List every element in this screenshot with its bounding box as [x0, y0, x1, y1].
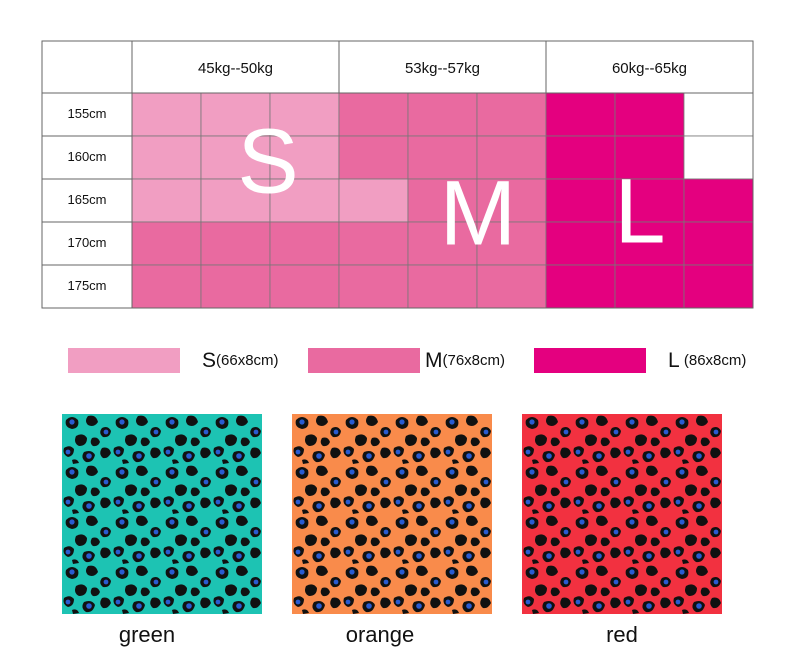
size-cell	[338, 135, 409, 180]
weight-header: 60kg--65kg	[612, 60, 687, 77]
size-cell	[683, 92, 754, 137]
legend-label: M(76x8cm)	[425, 349, 505, 372]
size-cell	[407, 178, 478, 223]
legend-swatch	[308, 348, 420, 373]
pattern-swatch	[522, 414, 722, 614]
size-cell	[614, 264, 685, 309]
height-label: 165cm	[67, 192, 106, 207]
size-cell	[131, 221, 202, 266]
legend-size: (86x8cm)	[680, 352, 747, 369]
legend-label: L (86x8cm)	[668, 349, 746, 372]
size-cell	[683, 221, 754, 266]
size-cell	[200, 264, 271, 309]
size-letter: L	[614, 160, 665, 262]
size-cell	[614, 92, 685, 137]
legend-label: S(66x8cm)	[202, 349, 279, 372]
pattern-swatch	[292, 414, 492, 614]
size-cell	[338, 178, 409, 223]
legend-letter: L	[668, 349, 680, 372]
size-cell	[545, 178, 616, 223]
weight-header: 53kg--57kg	[405, 60, 480, 77]
size-letter: M	[440, 162, 517, 264]
size-letter: S	[237, 110, 298, 212]
size-cell	[476, 221, 547, 266]
size-cell	[545, 221, 616, 266]
pattern-swatches: green orange red	[62, 414, 722, 647]
size-cell	[269, 92, 340, 137]
legend: S(66x8cm) M(76x8cm) L (86x8cm)	[68, 348, 746, 373]
size-cell	[476, 264, 547, 309]
legend-swatch	[534, 348, 646, 373]
legend-size: (76x8cm)	[443, 352, 506, 369]
weight-header: 45kg--50kg	[198, 60, 273, 77]
legend-letter: M	[425, 349, 443, 372]
size-cell	[614, 178, 685, 223]
size-cell	[269, 264, 340, 309]
size-cell	[131, 92, 202, 137]
size-cell	[545, 135, 616, 180]
size-cell	[200, 178, 271, 223]
size-cell	[338, 92, 409, 137]
size-table: 45kg--50kg 53kg--57kg 60kg--65kg 155cm 160cm…	[41, 40, 754, 309]
height-label: 170cm	[67, 235, 106, 250]
size-cell	[338, 221, 409, 266]
size-cell	[131, 135, 202, 180]
legend-size: (66x8cm)	[216, 352, 279, 369]
size-cell	[545, 264, 616, 309]
size-cell	[200, 221, 271, 266]
pattern-label: red	[606, 622, 638, 647]
size-cell	[407, 92, 478, 137]
height-label: 160cm	[67, 149, 106, 164]
size-cell	[200, 92, 271, 137]
size-cell	[476, 92, 547, 137]
size-cell	[269, 135, 340, 180]
size-cell	[545, 92, 616, 137]
size-cell	[269, 221, 340, 266]
height-label: 175cm	[67, 278, 106, 293]
legend-letter: S	[202, 349, 216, 372]
size-cell	[338, 264, 409, 309]
size-cell	[683, 178, 754, 223]
table-border	[41, 40, 754, 309]
pattern-swatch	[62, 414, 262, 614]
size-cell	[407, 264, 478, 309]
size-cell	[131, 264, 202, 309]
size-cell	[683, 264, 754, 309]
height-label: 155cm	[67, 106, 106, 121]
legend-swatch	[68, 348, 180, 373]
pattern-label: green	[119, 622, 175, 647]
pattern-label: orange	[346, 622, 415, 647]
size-cell	[683, 135, 754, 180]
size-cell	[131, 178, 202, 223]
size-cell	[200, 135, 271, 180]
size-cell	[476, 135, 547, 180]
